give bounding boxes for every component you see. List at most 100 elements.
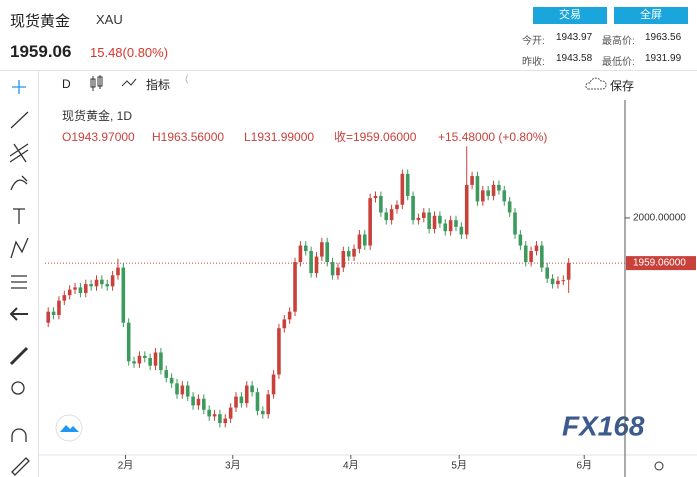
candle-body xyxy=(185,385,190,397)
price-change: 15.48(0.80%) xyxy=(90,45,169,60)
back-tool[interactable] xyxy=(9,307,28,321)
legend-low: L1931.99000 xyxy=(244,130,314,144)
fib-tool[interactable] xyxy=(9,143,29,163)
candle-body xyxy=(502,190,507,202)
candle-body xyxy=(540,245,544,268)
zoom-tool[interactable] xyxy=(11,381,25,395)
candle-body xyxy=(325,242,330,263)
candle-body xyxy=(464,184,469,235)
candle-body xyxy=(159,352,163,371)
stat-label: 今开: xyxy=(522,36,545,47)
stat-value: 1943.97 xyxy=(556,32,593,43)
candle-body xyxy=(293,262,297,312)
candle-body xyxy=(250,385,254,393)
stat-value: 1943.58 xyxy=(556,53,593,64)
text-tool[interactable] xyxy=(13,208,25,224)
pattern-tool[interactable] xyxy=(10,237,29,259)
candle-body xyxy=(550,278,555,285)
candle-body xyxy=(421,212,426,218)
x-tick-label: 6月 xyxy=(576,460,592,472)
x-tick-label: 4月 xyxy=(343,460,359,472)
candle-body xyxy=(137,355,142,364)
candle-body xyxy=(132,361,136,364)
candle-body xyxy=(100,279,104,285)
drawing-toolbar xyxy=(9,80,30,476)
candle-body xyxy=(223,418,228,424)
stat-value: 1963.56 xyxy=(645,32,682,43)
legend-title: 现货黄金, 1D xyxy=(62,108,132,123)
candle-body xyxy=(529,251,533,263)
candle-body xyxy=(373,195,378,199)
candle-body xyxy=(271,374,276,395)
candle-body xyxy=(448,220,453,232)
candle-body xyxy=(298,245,303,263)
candle-body xyxy=(497,184,501,191)
x-tick-label: 3月 xyxy=(225,460,241,472)
candle-body xyxy=(384,212,389,221)
instrument-name: 现货黄金 xyxy=(10,13,71,30)
pen-lock-tool[interactable] xyxy=(11,457,30,476)
candle-body xyxy=(255,392,260,411)
indicators-button[interactable]: 指标 xyxy=(146,78,171,92)
undo-icon[interactable] xyxy=(185,74,188,84)
indicator-icon[interactable] xyxy=(121,78,137,87)
candle-body xyxy=(239,396,244,404)
candle-body xyxy=(73,287,77,290)
stat-label: 最低价: xyxy=(602,57,635,68)
candle-body xyxy=(566,263,571,280)
trade-button[interactable]: 交易 xyxy=(533,7,607,24)
fullscreen-button[interactable]: 全屏 xyxy=(614,7,688,24)
candle-body xyxy=(266,394,271,415)
candle-icon[interactable] xyxy=(90,75,103,91)
last-price-label: 1959.06000 xyxy=(633,258,686,269)
legend-close: 收=1959.06000 xyxy=(334,130,417,144)
divider xyxy=(38,70,39,477)
settings-icon[interactable] xyxy=(654,461,664,471)
candle-body xyxy=(46,311,51,323)
prediction-tool[interactable] xyxy=(11,275,27,289)
candle-body xyxy=(379,195,383,213)
candle-body xyxy=(427,212,431,229)
line-tool[interactable] xyxy=(10,111,29,129)
candle-body xyxy=(212,414,217,417)
candle-body xyxy=(341,251,346,268)
candle-body xyxy=(196,398,201,406)
candle-body xyxy=(545,267,550,279)
candle-body xyxy=(405,173,410,196)
candle-body xyxy=(67,289,72,296)
candle-body xyxy=(142,355,147,358)
candle-body xyxy=(491,184,496,196)
candle-body xyxy=(94,279,99,287)
crosshair-tool[interactable] xyxy=(12,80,26,94)
candle-body xyxy=(287,311,292,320)
candle-body xyxy=(368,198,372,246)
candle-body xyxy=(320,242,324,257)
brush-tool[interactable] xyxy=(10,175,28,191)
candle-body xyxy=(277,328,281,375)
candle-body xyxy=(400,173,405,205)
watermark: FX168 xyxy=(562,410,645,441)
candle-body xyxy=(309,251,313,274)
candle-body xyxy=(454,220,458,227)
candle-body xyxy=(411,195,415,221)
stat-label: 最高价: xyxy=(602,36,635,47)
candle-body xyxy=(175,383,179,395)
cloud-icon xyxy=(585,77,607,90)
candle-body xyxy=(486,190,490,196)
save-button[interactable]: 保存 xyxy=(610,79,635,93)
candle-body xyxy=(121,267,126,323)
measure-tool[interactable] xyxy=(9,346,29,366)
candle-body xyxy=(336,267,340,276)
x-tick-label: 5月 xyxy=(451,460,467,472)
candle-body xyxy=(78,287,83,293)
candle-body xyxy=(475,176,480,202)
candle-body xyxy=(432,215,437,229)
last-price-tag xyxy=(626,256,696,271)
interval-button[interactable]: D xyxy=(62,77,71,91)
candle-body xyxy=(416,217,421,221)
candle-body xyxy=(303,245,308,252)
candle-body xyxy=(481,190,485,202)
x-tick-label: 2月 xyxy=(118,460,134,472)
magnet-tool[interactable] xyxy=(11,428,27,442)
